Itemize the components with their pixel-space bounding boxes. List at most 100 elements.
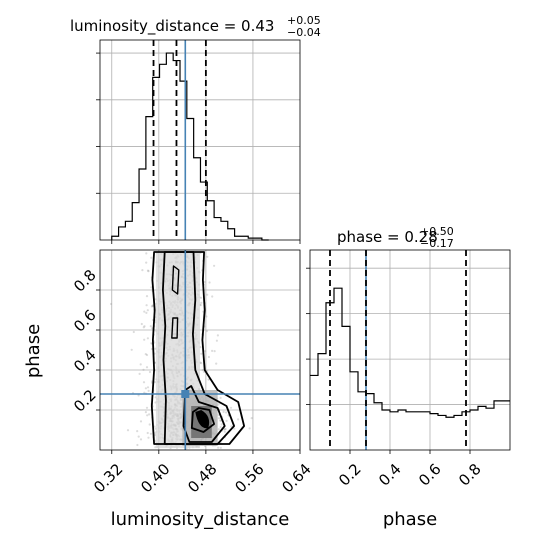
- sample-point: [144, 353, 147, 356]
- sample-point: [146, 337, 149, 340]
- sample-point: [149, 325, 152, 328]
- sample-point: [237, 418, 240, 421]
- sample-point: [126, 429, 130, 432]
- contour-island-lower: [171, 317, 179, 339]
- sample-point: [148, 413, 151, 416]
- sample-point: [136, 443, 139, 447]
- sample-point: [225, 419, 228, 422]
- sample-point: [250, 417, 253, 420]
- sample-point: [204, 350, 207, 353]
- sample-point: [144, 387, 147, 390]
- axes-frame: [99, 249, 301, 451]
- x-axis-label-phase: phase: [383, 509, 437, 530]
- sample-point: [146, 309, 149, 312]
- phase-title-lower: −0.17: [420, 237, 454, 250]
- y-tick-label: 0.2: [70, 386, 100, 416]
- sample-point: [200, 362, 203, 365]
- sample-point: [139, 363, 142, 366]
- sample-point: [229, 406, 233, 409]
- sample-point: [145, 353, 149, 357]
- sample-point: [211, 349, 214, 352]
- sample-point: [217, 417, 221, 420]
- sample-point: [150, 256, 153, 259]
- sample-point: [137, 435, 140, 438]
- sample-point: [219, 446, 222, 449]
- sample-point: [200, 352, 203, 355]
- sample-point: [142, 381, 146, 384]
- sample-point: [153, 381, 156, 384]
- sample-point: [205, 330, 208, 333]
- sample-point: [215, 339, 218, 342]
- sample-point: [145, 295, 149, 298]
- y-tick-label: 0.6: [70, 306, 100, 336]
- sample-point: [211, 295, 214, 298]
- panel-luminosity-distance-histogram: [96, 39, 301, 244]
- sample-point: [145, 304, 148, 307]
- sample-point: [149, 432, 152, 435]
- contour-middle: [162, 251, 235, 445]
- sample-point: [223, 427, 226, 431]
- sample-point: [143, 310, 146, 313]
- sample-point: [215, 362, 218, 365]
- sample-point: [200, 301, 203, 304]
- sample-point: [230, 425, 233, 428]
- sample-point: [219, 419, 222, 422]
- sample-point: [147, 270, 150, 273]
- x-tick-label: 0.6: [415, 460, 445, 490]
- sample-point: [146, 414, 149, 417]
- sample-point: [142, 368, 145, 371]
- sample-point: [217, 403, 220, 406]
- sample-point: [219, 396, 222, 399]
- sample-point: [220, 423, 223, 426]
- sample-point: [213, 350, 216, 353]
- sample-point: [222, 410, 225, 413]
- sample-point: [217, 428, 220, 431]
- sample-point: [132, 330, 135, 334]
- sample-point: [206, 255, 209, 258]
- x-tick-label: 0.2: [335, 460, 365, 490]
- luminosity-distance-step-histogram: [111, 52, 269, 241]
- sample-point: [145, 252, 148, 255]
- truth-marker: [181, 390, 190, 398]
- panel-phase-histogram: 0.2 0.4 0.6 0.8: [306, 249, 511, 490]
- sample-point: [145, 406, 149, 409]
- luminosity-distance-title-upper: +0.05: [287, 14, 321, 27]
- sample-point: [141, 269, 144, 272]
- sample-point: [130, 348, 133, 351]
- sample-point: [201, 369, 204, 372]
- density-peak: [195, 410, 210, 429]
- sample-point: [145, 261, 148, 264]
- x-tick-label: 0.40: [137, 460, 173, 496]
- sample-point: [219, 426, 222, 429]
- y-axis-label-phase: phase: [23, 324, 44, 378]
- axes-frame: [309, 249, 511, 451]
- sample-point: [138, 372, 141, 375]
- sample-point: [148, 370, 152, 374]
- sample-point: [225, 411, 228, 414]
- sample-point: [216, 334, 219, 337]
- sample-point: [208, 281, 211, 284]
- sample-point: [224, 428, 227, 431]
- y-tick-label: 0.4: [70, 346, 100, 376]
- sample-point: [199, 296, 203, 299]
- sample-point: [150, 305, 153, 308]
- sample-point: [151, 304, 154, 308]
- y-tick-label: 0.8: [70, 266, 100, 296]
- x-tick-label: 0.56: [231, 460, 267, 496]
- phase-step-histogram: [310, 287, 510, 418]
- sample-point: [150, 286, 153, 289]
- sample-point: [217, 446, 220, 449]
- sample-point: [146, 431, 149, 435]
- x-axis-label-luminosity-distance: luminosity_distance: [111, 509, 290, 530]
- sample-point: [145, 311, 148, 314]
- x-tick-label: 0.8: [455, 460, 485, 490]
- sample-point: [248, 427, 251, 430]
- sample-point: [148, 423, 151, 426]
- sample-point: [143, 325, 146, 328]
- x-tick-label: 0.32: [90, 460, 126, 496]
- sample-point: [110, 302, 113, 306]
- sample-point: [146, 269, 150, 272]
- contour-island-upper: [171, 265, 180, 295]
- sample-point: [140, 322, 143, 326]
- sample-point: [199, 304, 202, 307]
